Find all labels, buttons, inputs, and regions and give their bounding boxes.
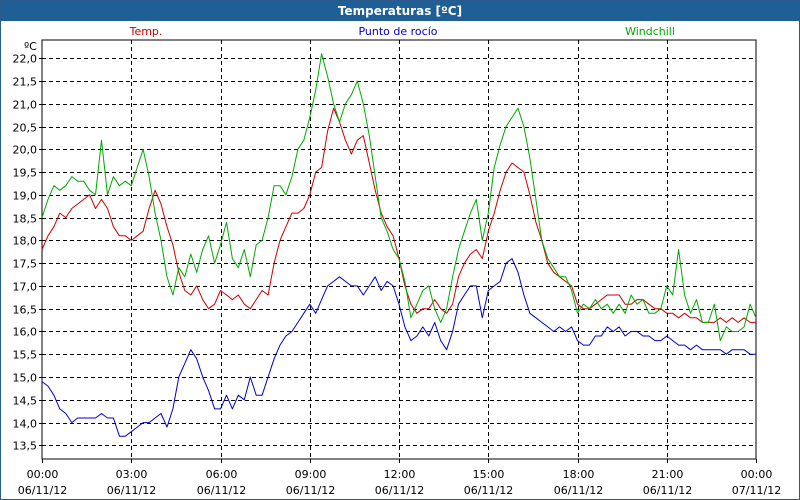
- x-tick-date: 06/11/12: [554, 484, 603, 497]
- y-tick-label: 17,0: [13, 281, 38, 294]
- x-tick-time: 12:00: [384, 468, 416, 481]
- x-tick-date: 06/11/12: [18, 484, 67, 497]
- y-tick-label: 15,0: [13, 372, 38, 385]
- x-tick-date: 06/11/12: [107, 484, 156, 497]
- plot-area: [41, 39, 757, 460]
- legend-windchill: Windchill: [625, 25, 675, 38]
- y-tick-label: 21,0: [13, 99, 38, 112]
- y-tick-label: 22,0: [13, 53, 38, 66]
- y-tick-label: 18,5: [13, 213, 38, 226]
- x-tick-time: 09:00: [295, 468, 327, 481]
- x-tick-date: 06/11/12: [464, 484, 513, 497]
- x-tick-time: 21:00: [652, 468, 684, 481]
- x-tick-time: 15:00: [473, 468, 505, 481]
- y-tick-label: 14,5: [13, 395, 38, 408]
- chart-title: Temperaturas [ºC]: [1, 1, 799, 21]
- x-tick-time: 03:00: [116, 468, 148, 481]
- x-tick-time: 06:00: [206, 468, 238, 481]
- y-tick-label: 16,5: [13, 304, 38, 317]
- x-tick-date: 06/11/12: [286, 484, 335, 497]
- x-tick-date: 06/11/12: [197, 484, 246, 497]
- y-tick-label: 18,0: [13, 235, 38, 248]
- series-line-punto-de-roc-o: [41, 258, 756, 437]
- x-tick-date: 06/11/12: [375, 484, 424, 497]
- series-line-windchill: [41, 53, 757, 342]
- y-unit-label: ºC: [24, 40, 37, 53]
- y-tick-label: 19,0: [13, 190, 38, 203]
- y-tick-label: 20,0: [13, 144, 38, 157]
- y-tick-label: 20,5: [13, 122, 38, 135]
- y-tick-label: 13,5: [13, 440, 38, 453]
- y-tick-label: 21,5: [13, 76, 38, 89]
- y-tick-label: 19,5: [13, 167, 38, 180]
- y-tick-label: 17,5: [13, 258, 38, 271]
- y-tick-label: 14,0: [13, 418, 38, 431]
- x-tick-date: 07/11/12: [732, 484, 781, 497]
- x-tick-time: 00:00: [741, 468, 773, 481]
- x-tick-time: 18:00: [563, 468, 595, 481]
- y-tick-label: 15,5: [13, 349, 38, 362]
- legend-punto-de-roc-o: Punto de rocío: [358, 25, 437, 38]
- x-tick-date: 06/11/12: [643, 484, 692, 497]
- legend-temp: Temp.: [129, 25, 163, 38]
- x-tick-time: 00:00: [27, 468, 59, 481]
- y-tick-label: 16,0: [13, 326, 38, 339]
